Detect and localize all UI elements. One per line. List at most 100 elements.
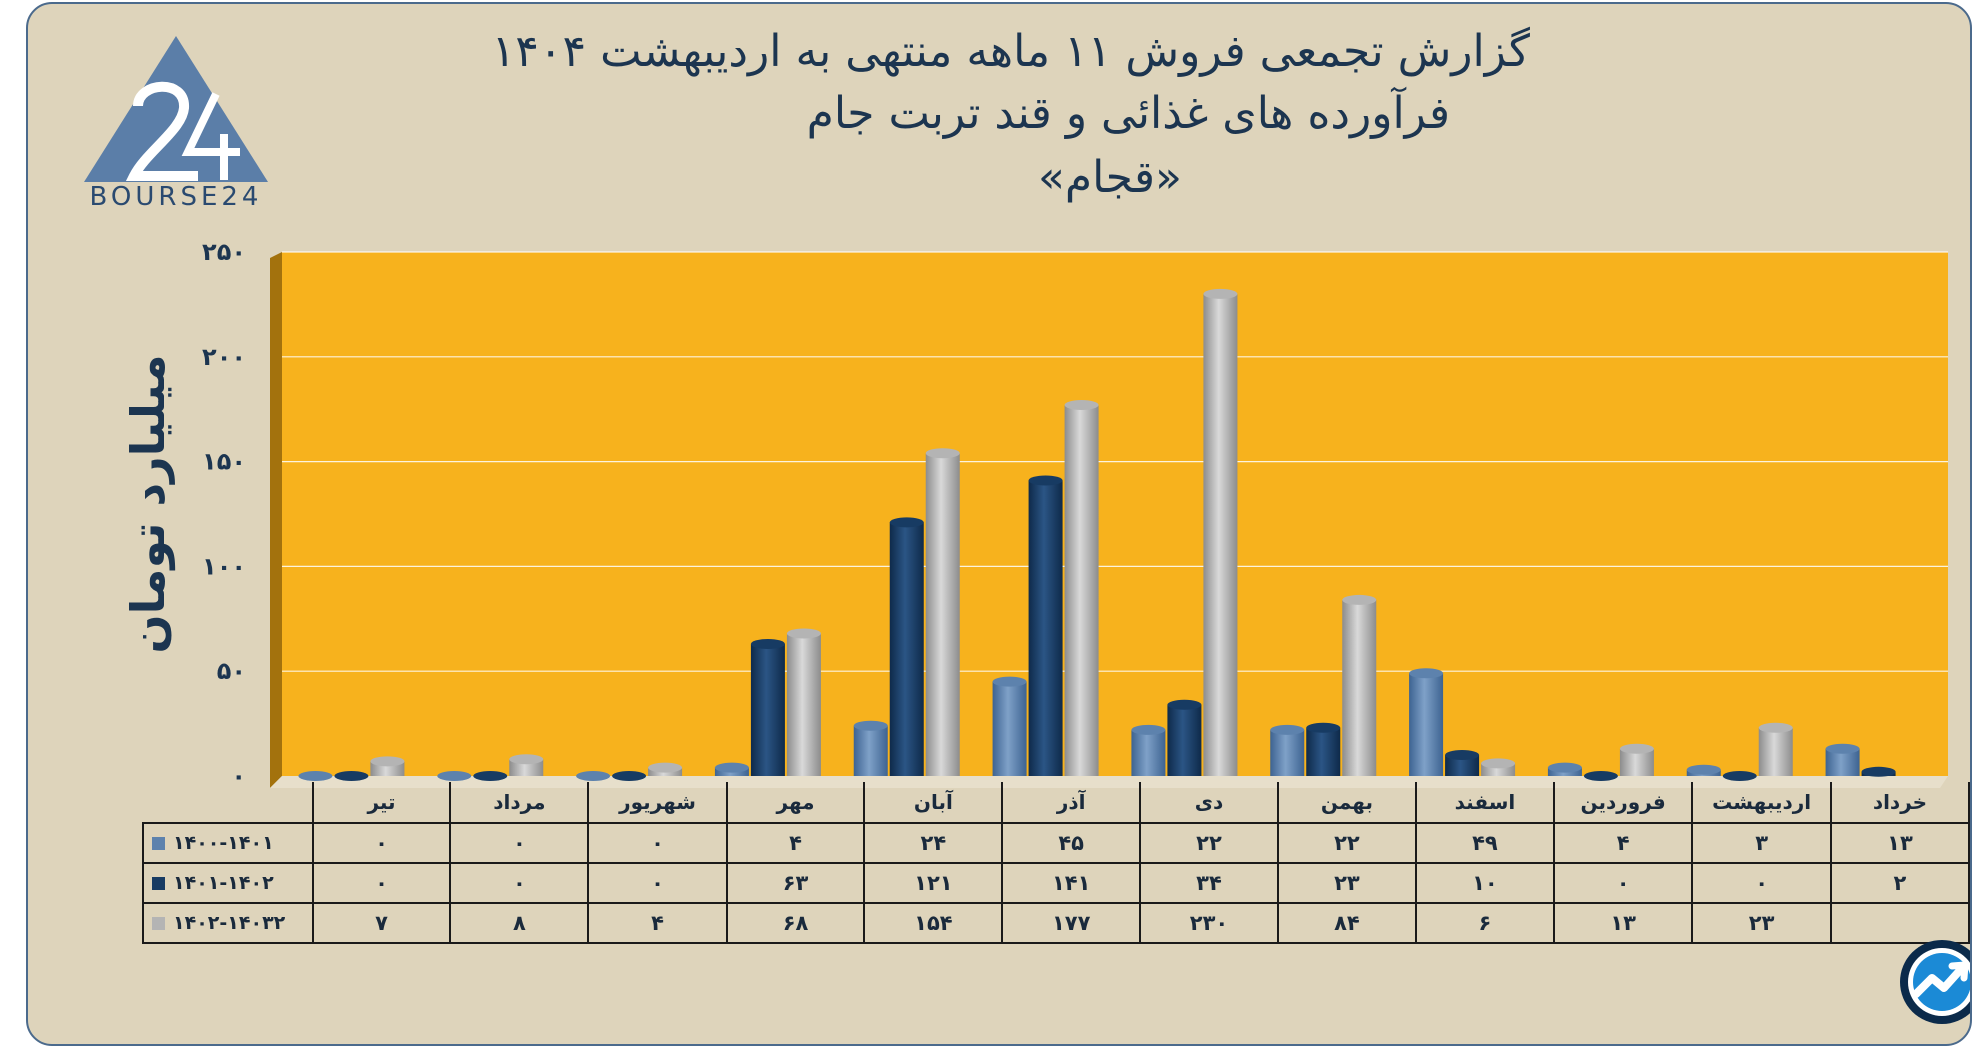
data-label: ۶	[1414, 902, 1555, 944]
y-tick-label: ۱۵۰	[202, 448, 246, 476]
bar	[750, 643, 785, 776]
data-table: تیر مرداد شهریور مهر آبان آذر دی بهمن اسفند فرورد…	[142, 782, 1970, 944]
legend-label: ۱۴۰۲-۱۴۰۳۲	[173, 912, 286, 934]
data-label: ۴۵	[1001, 822, 1142, 864]
bar-cap	[1686, 764, 1721, 775]
data-label: ۰	[311, 822, 452, 864]
data-label: ۷	[311, 902, 452, 944]
data-label: ۳	[1691, 822, 1832, 864]
y-tick-label: ۵۰	[217, 657, 246, 685]
bar-cap	[925, 448, 960, 459]
legend-entry: ۱۴۰۰-۱۴۰۱	[142, 822, 314, 864]
table-row: ۱۴۰۲-۱۴۰۳۲ ۷ ۸ ۴ ۶۸ ۱۵۴ ۱۷۷ ۲۳۰ ۸۴ ۶ ۱۳ ۲۳	[142, 902, 1970, 944]
y-tick-label: ۲۵۰	[202, 238, 246, 266]
bar-cap	[992, 676, 1027, 687]
bar-cap	[750, 638, 785, 649]
data-label	[1829, 902, 1970, 944]
data-label: ۴	[725, 822, 866, 864]
chart-title-line3: «قجام»	[1038, 152, 1182, 203]
legend-entry: ۱۴۰۱-۱۴۰۲	[142, 862, 314, 904]
data-label: ۱۲۱	[863, 862, 1004, 904]
data-label: ۴	[587, 902, 728, 944]
legend-entry: ۱۴۰۲-۱۴۰۳۲	[142, 902, 314, 944]
x-tick-label: فروردین	[1552, 782, 1694, 824]
legend-swatch	[152, 877, 165, 890]
bar-cap	[437, 771, 472, 781]
bar	[1409, 673, 1444, 776]
bourse24-logo	[84, 36, 268, 182]
data-label: ۰	[587, 822, 728, 864]
bar	[1028, 480, 1063, 776]
data-label: ۰	[449, 822, 590, 864]
bar-cap	[1028, 475, 1063, 486]
x-tick-label: آبان	[863, 782, 1004, 824]
x-tick-label: مهر	[725, 782, 866, 824]
data-label: ۲	[1829, 862, 1970, 904]
bar-cap	[1825, 743, 1860, 754]
bar	[1270, 729, 1305, 776]
bar	[853, 725, 888, 776]
bar-cap	[1203, 288, 1238, 299]
legend-label: ۱۴۰۱-۱۴۰۲	[173, 872, 274, 894]
logo-text: BOURSE24	[89, 182, 263, 212]
data-label: ۲۲	[1139, 822, 1279, 864]
bar-cap	[298, 771, 333, 781]
legend-label: ۱۴۰۰-۱۴۰۱	[173, 832, 274, 854]
bar	[786, 633, 821, 776]
data-label: ۱۳	[1552, 902, 1694, 944]
data-label: ۸	[449, 902, 590, 944]
data-label: ۶۳	[725, 862, 866, 904]
chart-frame: BOURSE24 گزارش تجمعی فروش ۱۱ ماهه منتهی …	[26, 2, 1972, 1046]
bar-cap	[1167, 699, 1202, 710]
bar	[925, 453, 960, 776]
chart-title-line1: گزارش تجمعی فروش ۱۱ ماهه منتهی به اردیبه…	[491, 26, 1530, 77]
data-label: ۲۳	[1691, 902, 1832, 944]
data-label: ۲۳۰	[1139, 902, 1279, 944]
legend-swatch	[152, 917, 165, 930]
bar-cap	[1270, 724, 1305, 735]
bars	[298, 288, 1896, 781]
bar	[992, 681, 1027, 776]
x-tick-label: تیر	[311, 782, 452, 824]
data-label: ۶۸	[725, 902, 866, 944]
legend-swatch	[152, 837, 165, 850]
data-label: ۰	[1552, 862, 1694, 904]
bar	[1758, 727, 1793, 776]
data-label: ۰	[587, 862, 728, 904]
bar	[1445, 755, 1480, 776]
x-tick-label: دی	[1139, 782, 1279, 824]
x-tick-label: آذر	[1001, 782, 1142, 824]
chart-title-line2: فرآورده های غذائی و قند تربت جام	[806, 88, 1450, 139]
table-row: ۱۴۰۰-۱۴۰۱ ۰ ۰ ۰ ۴ ۲۴ ۴۵ ۲۲ ۲۲ ۴۹ ۴ ۳ ۱۳	[142, 822, 1970, 864]
data-label: ۰	[1691, 862, 1832, 904]
data-label: ۱۴۱	[1001, 862, 1142, 904]
data-label: ۱۰	[1414, 862, 1555, 904]
bar	[1306, 727, 1341, 776]
x-tick-label: اسفند	[1414, 782, 1555, 824]
bar-cap	[1547, 762, 1582, 773]
data-label: ۳۴	[1139, 862, 1279, 904]
trend-arrow-icon	[1900, 940, 1970, 1024]
data-label: ۰	[449, 862, 590, 904]
bar-cap	[1758, 722, 1793, 733]
data-label: ۰	[311, 862, 452, 904]
bar-cap	[1131, 724, 1166, 735]
bar-cap	[1861, 766, 1896, 777]
bar-cap	[1306, 722, 1341, 733]
bar-cap	[1722, 771, 1757, 781]
bar-cap	[370, 756, 405, 767]
data-label: ۲۲	[1276, 822, 1417, 864]
data-label: ۸۴	[1276, 902, 1417, 944]
bar	[1342, 599, 1377, 776]
x-tick-label: بهمن	[1276, 782, 1417, 824]
bar-cap	[334, 771, 369, 781]
data-label: ۱۷۷	[1001, 902, 1142, 944]
bar-cap	[1583, 771, 1618, 781]
data-label: ۱۵۴	[863, 902, 1004, 944]
bar	[1203, 293, 1238, 776]
bar-cap	[576, 771, 611, 781]
bar-cap	[1481, 758, 1516, 769]
bar-cap	[1619, 743, 1654, 754]
